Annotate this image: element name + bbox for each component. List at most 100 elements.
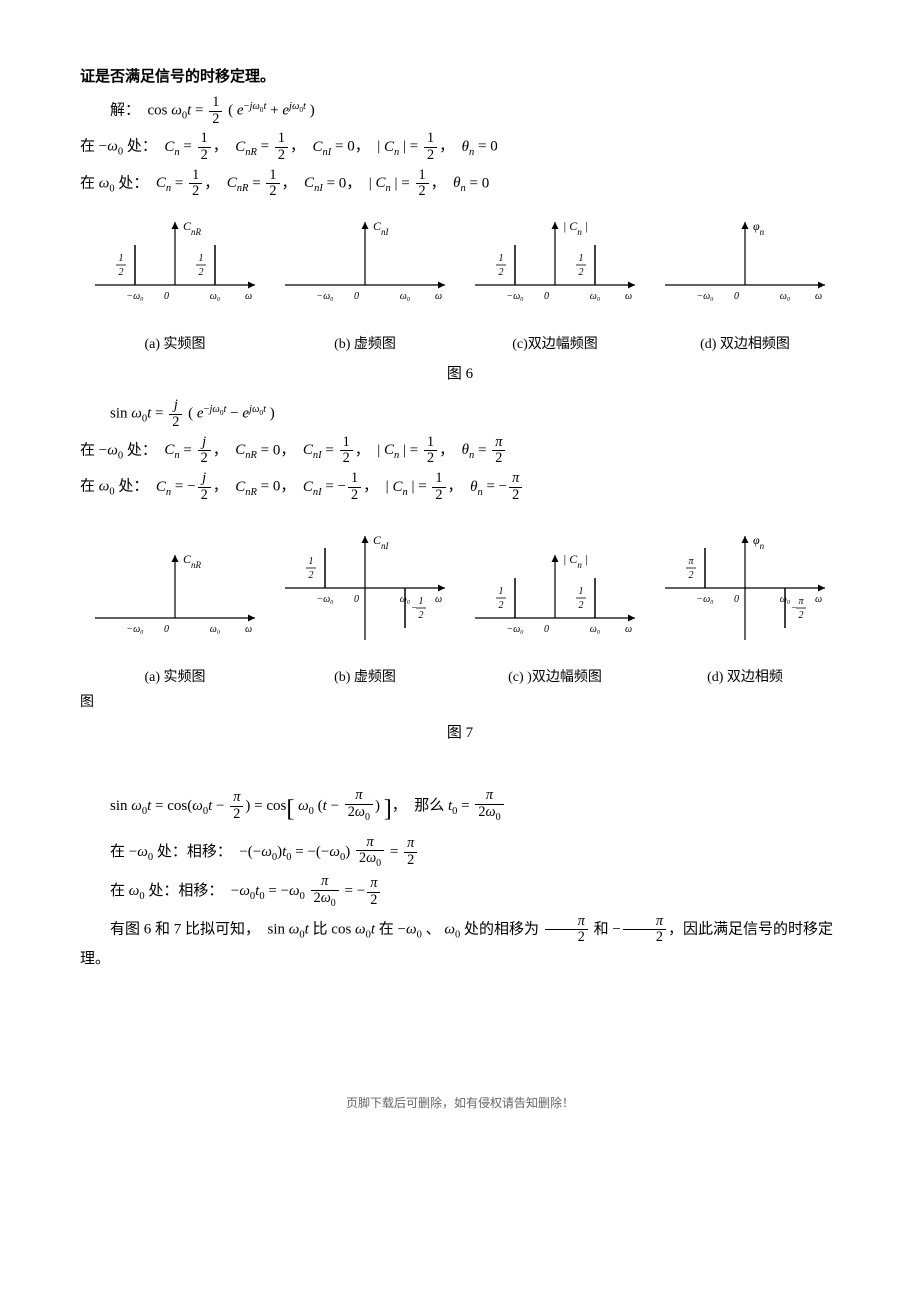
svg-text:0: 0	[734, 291, 739, 302]
svg-text:ω: ω	[435, 594, 442, 605]
subfigure-caption: (c)双边幅频图	[460, 332, 650, 357]
svg-text:ω: ω	[245, 624, 252, 635]
subfigure-caption: (d) 双边相频图	[650, 332, 840, 357]
svg-text:2: 2	[199, 267, 204, 278]
subfigure: CnI −ω₀ 0 ω₀ ω	[270, 210, 460, 330]
svg-text:2: 2	[499, 267, 504, 278]
figure-7-title: 图 7	[80, 720, 840, 747]
stem-plot: CnR −ω₀ 0 ω₀ ω	[90, 543, 260, 653]
svg-text:2: 2	[499, 600, 504, 611]
svg-text:ω₀: ω₀	[210, 291, 221, 302]
svg-text:φn: φn	[753, 533, 765, 551]
svg-text:−ω₀: −ω₀	[126, 291, 144, 302]
stem-plot: CnI−ω₀0ω₀ω 1 2 − 1 2	[280, 513, 450, 653]
subfigure: CnR −ω₀ 0 ω₀ ω	[80, 543, 270, 663]
svg-text:0: 0	[734, 594, 739, 605]
svg-text:−ω₀: −ω₀	[696, 291, 714, 302]
stem-plot: CnI −ω₀ 0 ω₀ ω	[280, 210, 450, 320]
svg-text:0: 0	[354, 291, 359, 302]
svg-text:0: 0	[164, 624, 169, 635]
svg-text:−ω₀: −ω₀	[506, 624, 524, 635]
deriv-line-1: sin ω0t = cos(ω0t − π2) = cos[ ω0 (t − π…	[110, 788, 840, 831]
heading: 证是否满足信号的时移定理。	[80, 64, 840, 91]
figure-6-captions: (a) 实频图(b) 虚频图(c)双边幅频图(d) 双边相频图	[80, 332, 840, 357]
cos-pos-omega: 在 ω0 处： Cn = 12， CnR = 12， CnI = 0， | Cn…	[80, 168, 840, 200]
svg-text:1: 1	[199, 253, 204, 264]
figure-7-captions: (a) 实频图(b) 虚频图(c) )双边幅频图(d) 双边相频	[80, 665, 840, 690]
subfigure-caption: (c) )双边幅频图	[460, 665, 650, 690]
conclusion: 有图 6 和 7 比拟可知， sin ω0t 比 cos ω0t 在 −ω0 、…	[80, 914, 840, 973]
figure-7-row: CnR −ω₀ 0 ω₀ ω CnI −ω₀ 0 ω₀ ω 1 2 − 1 2 | Cn | −ω₀…	[80, 513, 840, 663]
subfigure-caption: (a) 实频图	[80, 665, 270, 690]
svg-text:0: 0	[354, 594, 359, 605]
svg-text:π: π	[688, 556, 694, 567]
svg-text:1: 1	[579, 253, 584, 264]
stem-plot: | Cn | −ω₀ 0 ω₀ ω 1 2 1 2	[470, 543, 640, 653]
svg-text:1: 1	[119, 253, 124, 264]
svg-text:−ω₀: −ω₀	[696, 594, 714, 605]
svg-text:2: 2	[309, 570, 314, 581]
svg-text:2: 2	[579, 600, 584, 611]
subfigure: | Cn | −ω₀ 0 ω₀ ω 1 2 1 2	[460, 210, 650, 330]
svg-text:2: 2	[799, 610, 804, 621]
svg-text:2: 2	[119, 267, 124, 278]
subfigure: CnI−ω₀0ω₀ω 1 2 − 1 2	[270, 513, 460, 663]
svg-text:2: 2	[689, 570, 694, 581]
svg-text:2: 2	[579, 267, 584, 278]
svg-text:ω: ω	[815, 291, 822, 302]
svg-text:−: −	[411, 603, 418, 614]
svg-text:ω: ω	[625, 624, 632, 635]
svg-text:ω: ω	[815, 594, 822, 605]
svg-text:ω₀: ω₀	[590, 624, 601, 635]
svg-text:0: 0	[544, 624, 549, 635]
subfigure: CnR −ω₀ 0 ω₀ ω 1 2 1 2	[80, 210, 270, 330]
page-footer: 页脚下载后可删除，如有侵权请告知删除！	[80, 1093, 840, 1115]
subfigure-caption: (b) 虚频图	[270, 665, 460, 690]
svg-text:−ω₀: −ω₀	[316, 594, 334, 605]
svg-text:−ω₀: −ω₀	[506, 291, 524, 302]
svg-text:1: 1	[579, 586, 584, 597]
subfigure: φn −ω₀ 0 ω₀ ω	[650, 210, 840, 330]
deriv-line-2: 在 −ω0 处：相移： −(−ω0)t0 = −(−ω0) π2ω0 = π2	[110, 835, 840, 870]
svg-text:1: 1	[309, 556, 314, 567]
stem-plot: φn−ω₀0ω₀ω π 2 − π 2	[660, 513, 830, 653]
subfigure-caption: (a) 实频图	[80, 332, 270, 357]
cos-neg-omega: 在 −ω0 处： Cn = 12， CnR = 12， CnI = 0， | C…	[80, 131, 840, 163]
svg-text:1: 1	[499, 253, 504, 264]
figure-6-title: 图 6	[80, 361, 840, 388]
figure-7-extra-cap: 图	[80, 690, 840, 715]
svg-text:| Cn |: | Cn |	[563, 552, 588, 570]
svg-text:φn: φn	[753, 219, 765, 237]
sin-expansion: sin ω0t = j2 ( e−jω0t − ejω0t )	[110, 398, 840, 430]
svg-text:CnI: CnI	[373, 219, 390, 237]
svg-text:CnR: CnR	[183, 552, 202, 570]
stem-plot: CnR −ω₀ 0 ω₀ ω 1 2 1 2	[90, 210, 260, 320]
sin-neg-omega: 在 −ω0 处： Cn = j2， CnR = 0， CnI = 12， | C…	[80, 435, 840, 467]
subfigure: φn−ω₀0ω₀ω π 2 − π 2	[650, 513, 840, 663]
deriv-line-3: 在 ω0 处：相移： −ω0t0 = −ω0 π2ω0 = −π2	[110, 874, 840, 909]
svg-text:ω₀: ω₀	[210, 624, 221, 635]
svg-text:CnI: CnI	[373, 533, 390, 551]
stem-plot: | Cn | −ω₀ 0 ω₀ ω 1 2 1 2	[470, 210, 640, 320]
svg-text:ω₀: ω₀	[780, 291, 791, 302]
cos-expansion: 解： cos ω0t = 12 ( e−jω0t + ejω0t )	[110, 95, 840, 127]
svg-text:ω₀: ω₀	[400, 291, 411, 302]
svg-text:ω: ω	[245, 291, 252, 302]
figure-6-row: CnR −ω₀ 0 ω₀ ω 1 2 1 2 CnI −ω₀ 0 ω₀ ω | Cn | −ω₀ 0 ω…	[80, 210, 840, 330]
svg-text:ω: ω	[435, 291, 442, 302]
svg-text:1: 1	[499, 586, 504, 597]
svg-text:−: −	[791, 603, 798, 614]
svg-text:π: π	[798, 596, 804, 607]
svg-text:−ω₀: −ω₀	[126, 624, 144, 635]
svg-text:−ω₀: −ω₀	[316, 291, 334, 302]
svg-text:2: 2	[419, 610, 424, 621]
svg-text:| Cn |: | Cn |	[563, 219, 588, 237]
subfigure-caption: (d) 双边相频	[650, 665, 840, 690]
svg-text:CnR: CnR	[183, 219, 202, 237]
svg-text:0: 0	[164, 291, 169, 302]
subfigure-caption: (b) 虚频图	[270, 332, 460, 357]
svg-text:ω: ω	[625, 291, 632, 302]
svg-text:1: 1	[419, 596, 424, 607]
svg-text:0: 0	[544, 291, 549, 302]
svg-text:ω₀: ω₀	[590, 291, 601, 302]
